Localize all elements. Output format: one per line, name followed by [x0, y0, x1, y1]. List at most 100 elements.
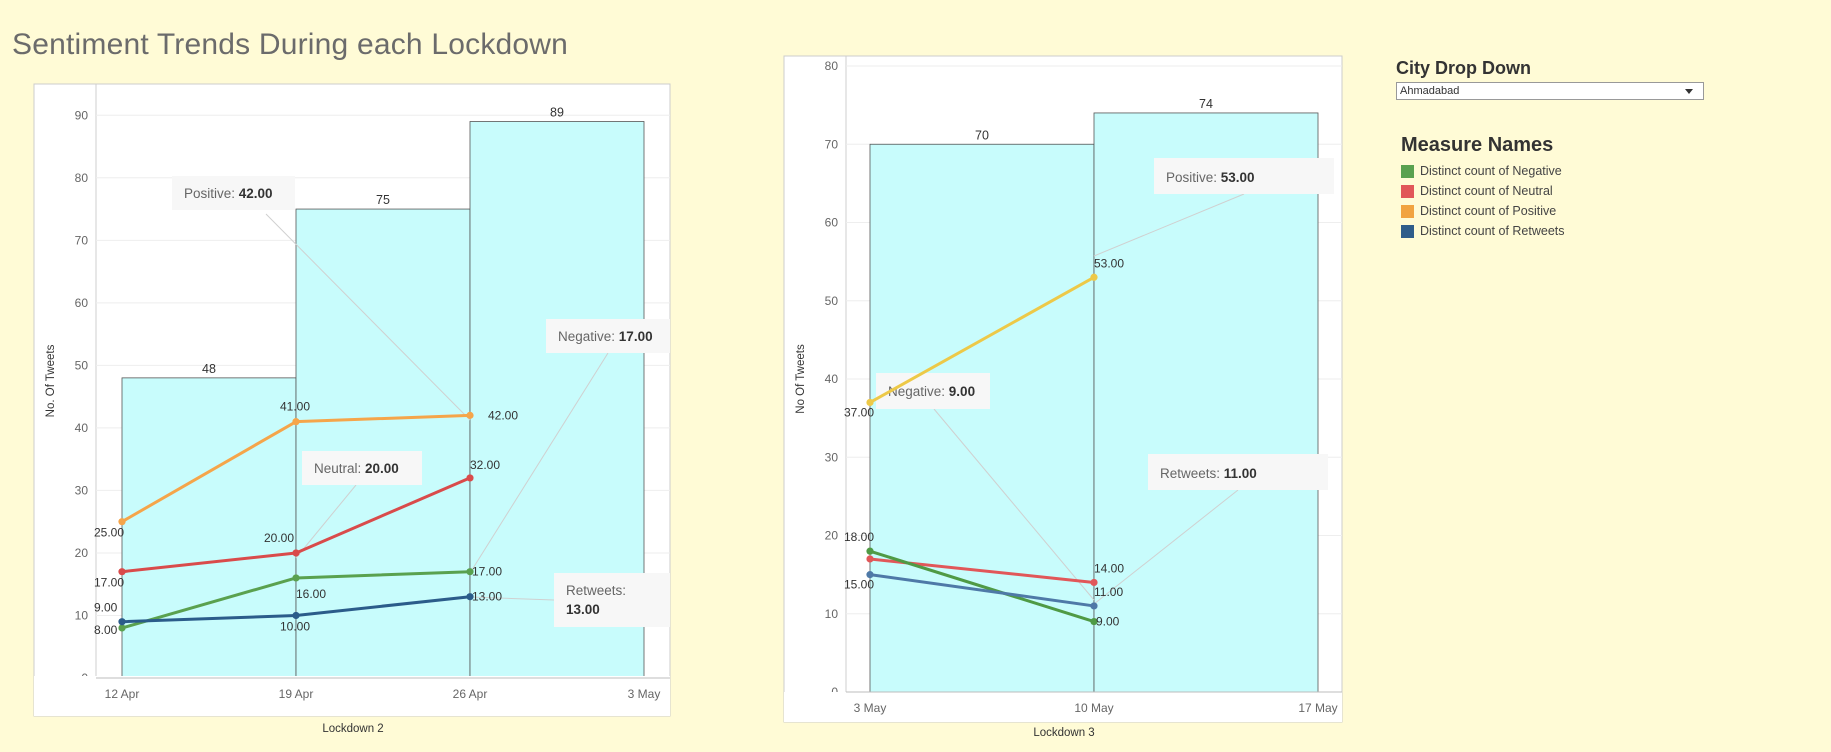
- annotation-label: Positive:: [184, 186, 239, 201]
- x-axis-band: [34, 676, 670, 716]
- y-tick-label: 70: [75, 233, 89, 247]
- y-tick-label: 20: [825, 529, 839, 543]
- x-tick-label: 17 May: [1298, 701, 1337, 715]
- series-line-retweets: [868, 573, 1096, 608]
- annotation-leader: [933, 408, 1095, 601]
- series-line-positive: [868, 275, 1096, 404]
- x-tick-label: 3 May: [854, 701, 887, 715]
- x-axis-title: Lockdown 3: [1033, 727, 1094, 739]
- data-label: 20.00: [264, 531, 294, 545]
- annotation-value: 20.00: [365, 461, 399, 476]
- annotation-text: Positive: 42.00: [184, 186, 273, 201]
- data-label: 8.00: [94, 623, 118, 637]
- data-point-retweets: [292, 611, 300, 620]
- y-tick-label: 80: [825, 59, 839, 73]
- data-point-negative: [866, 547, 874, 555]
- data-label: 14.00: [1094, 561, 1124, 575]
- x-axis-title: Lockdown 2: [322, 723, 383, 735]
- bar-total-label: 70: [975, 128, 989, 142]
- data-point-neutral: [466, 474, 474, 482]
- legend-swatch: [1401, 224, 1414, 238]
- y-tick-label: 30: [825, 450, 839, 464]
- annotation-label: Positive:: [1166, 170, 1221, 185]
- y-tick-label: 40: [825, 372, 839, 386]
- annotation-text: Negative: 9.00: [888, 384, 975, 399]
- bar-total-label: 75: [376, 193, 390, 207]
- data-label: 10.00: [280, 619, 310, 633]
- y-tick-label: 30: [75, 483, 89, 497]
- annotation-box: [546, 319, 670, 353]
- lockdown-3-chart: 010203040506070807074Positive: 53.00Nega…: [783, 55, 1343, 739]
- data-label: 17.00: [94, 576, 124, 590]
- city-dropdown[interactable]: Ahmadabad: [1396, 82, 1704, 100]
- annotation-text: Positive: 53.00: [1166, 170, 1255, 185]
- city-filter: City Drop Down Ahmadabad: [1396, 58, 1706, 100]
- legend-swatch: [1401, 204, 1414, 218]
- x-tick-label: 10 May: [1074, 701, 1113, 715]
- annotation-box: [302, 451, 422, 485]
- y-axis-title: No. Of Tweets: [45, 344, 57, 417]
- annotation-box: [876, 373, 990, 409]
- y-tick-label: 10: [75, 608, 89, 622]
- legend-item[interactable]: Distinct count of Neutral: [1401, 181, 1565, 201]
- bar-total-label: 48: [202, 362, 216, 376]
- y-axis-title: No Of Tweets: [795, 344, 807, 414]
- data-label: 17.00: [472, 565, 502, 579]
- data-label: 37.00: [844, 405, 874, 419]
- annotation-box: [1154, 158, 1334, 194]
- data-label: 18.00: [844, 530, 874, 544]
- annotation-label: Retweets:: [566, 583, 626, 598]
- data-point-neutral: [118, 568, 126, 576]
- annotation-text: Retweets: 11.00: [1160, 466, 1257, 481]
- data-label: 42.00: [488, 408, 518, 422]
- data-label: 53.00: [1094, 256, 1124, 270]
- x-tick-label: 3 May: [628, 687, 661, 701]
- data-point-positive: [292, 418, 300, 426]
- y-tick-label: 60: [75, 296, 89, 310]
- data-point-retweets: [466, 593, 474, 601]
- x-axis-band: [784, 692, 1342, 722]
- data-label: 25.00: [94, 526, 124, 540]
- y-tick-label: 50: [75, 358, 89, 372]
- data-point-retweets: [118, 618, 126, 626]
- data-point-negative: [466, 568, 474, 576]
- data-label: 11.00: [1094, 585, 1123, 599]
- annotation-leader: [469, 596, 555, 601]
- bar: [1093, 112, 1319, 693]
- data-point-neutral: [1090, 578, 1098, 587]
- data-label: 41.00: [280, 400, 310, 414]
- legend-label: Distinct count of Negative: [1420, 164, 1562, 178]
- annotation-value: 17.00: [619, 329, 653, 344]
- data-point-retweets: [866, 571, 874, 579]
- data-point-positive: [118, 518, 126, 526]
- city-dropdown-value: Ahmadabad: [1400, 85, 1460, 97]
- y-tick-label: 50: [825, 294, 839, 308]
- annotation-box: [1148, 454, 1328, 490]
- data-point-negative: [118, 624, 126, 632]
- annotation-box: [172, 176, 295, 210]
- data-label: 16.00: [296, 587, 326, 601]
- annotation-value: 13.00: [566, 602, 600, 617]
- y-tick-label: 10: [825, 607, 839, 621]
- annotation-leader: [295, 484, 357, 559]
- data-label: 9.00: [94, 601, 118, 615]
- legend-title: Measure Names: [1401, 134, 1554, 156]
- data-point-positive: [1090, 273, 1098, 281]
- annotation-label: Retweets:: [1160, 466, 1224, 481]
- legend-item[interactable]: Distinct count of Positive: [1401, 201, 1565, 221]
- y-tick-label: 60: [825, 216, 839, 230]
- legend-item[interactable]: Distinct count of Retweets: [1401, 221, 1565, 241]
- data-point-positive: [866, 398, 874, 407]
- data-point-negative: [292, 574, 300, 582]
- legend-swatch: [1401, 164, 1414, 178]
- annotation-label: Negative:: [558, 329, 619, 344]
- y-tick-label: 80: [75, 171, 89, 185]
- annotation-leader: [469, 352, 609, 574]
- annotation-label: Negative:: [888, 384, 949, 399]
- data-point-neutral: [866, 555, 874, 563]
- chevron-down-icon[interactable]: [1685, 89, 1693, 94]
- page-title: Sentiment Trends During each Lockdown: [12, 28, 569, 61]
- legend-item[interactable]: Distinct count of Negative: [1401, 161, 1565, 181]
- data-label: 9.00: [1096, 615, 1120, 629]
- annotation-value: 42.00: [239, 186, 273, 201]
